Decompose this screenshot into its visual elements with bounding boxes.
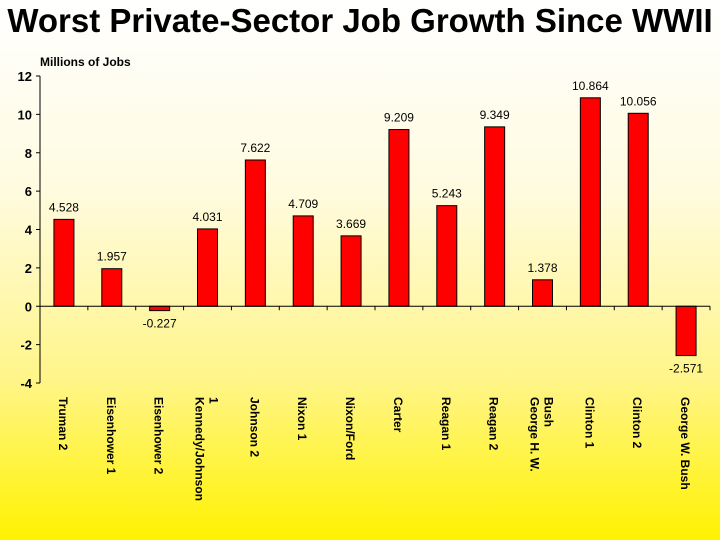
y-tick-label: 10	[18, 107, 32, 122]
bar	[675, 305, 697, 357]
x-tick-label: Carter	[391, 397, 405, 433]
data-label: 7.622	[240, 141, 270, 155]
x-tick-label: Bush	[542, 397, 556, 427]
data-label: 5.243	[432, 187, 462, 201]
data-label: -2.571	[669, 362, 703, 376]
y-tick-label: 2	[25, 261, 32, 276]
bar	[532, 279, 553, 307]
data-label: 10.864	[572, 79, 609, 93]
bar	[340, 235, 362, 307]
bar	[53, 218, 75, 307]
x-tick-label: Reagan 2	[487, 397, 501, 451]
data-label: 4.031	[192, 210, 222, 224]
bar	[579, 97, 601, 307]
data-label: 4.528	[49, 200, 79, 214]
bar	[627, 112, 649, 307]
data-label: -0.227	[143, 317, 177, 331]
x-tick-label: Clinton 2	[630, 397, 644, 449]
y-tick-label: 6	[25, 184, 32, 199]
y-tick-label: 8	[25, 146, 32, 161]
x-tick-label: Nixon 1	[295, 397, 309, 441]
x-tick-label: Nixon/Ford	[343, 397, 357, 460]
bar	[197, 228, 218, 307]
x-tick-label: Eisenhower 1	[104, 397, 118, 475]
bar	[436, 205, 458, 307]
y-tick-label: 12	[18, 69, 32, 84]
data-label: 1.378	[527, 261, 557, 275]
y-tick-label: -4	[20, 376, 32, 391]
x-tick-label: 1	[207, 397, 221, 404]
data-label: 10.056	[620, 94, 657, 108]
bar	[149, 305, 171, 312]
data-label: 3.669	[336, 217, 366, 231]
bar	[244, 159, 266, 307]
chart-title: Worst Private-Sector Job Growth Since WW…	[7, 2, 713, 39]
bar	[484, 126, 506, 307]
data-label: 9.349	[480, 108, 510, 122]
bar	[292, 215, 314, 307]
x-tick-label: George H. W.	[528, 397, 542, 472]
x-tick-label: Johnson 2	[247, 397, 261, 457]
bar	[101, 268, 123, 307]
x-tick-label: Reagan 1	[439, 397, 453, 451]
x-tick-label: Truman 2	[56, 397, 70, 451]
x-tick-label: Clinton 1	[582, 397, 596, 449]
data-label: 9.209	[384, 111, 414, 125]
data-label: 1.957	[97, 250, 127, 264]
data-label: 4.709	[288, 197, 318, 211]
y-axis-label: Millions of Jobs	[40, 55, 131, 69]
y-tick-label: -2	[20, 338, 32, 353]
y-tick-label: 4	[25, 223, 33, 238]
x-tick-label: Eisenhower 2	[152, 397, 166, 475]
y-tick-label: 0	[25, 299, 32, 314]
x-tick-label: Kennedy/Johnson	[193, 397, 207, 501]
bar	[388, 129, 410, 307]
x-tick-label: George W. Bush	[678, 397, 692, 490]
